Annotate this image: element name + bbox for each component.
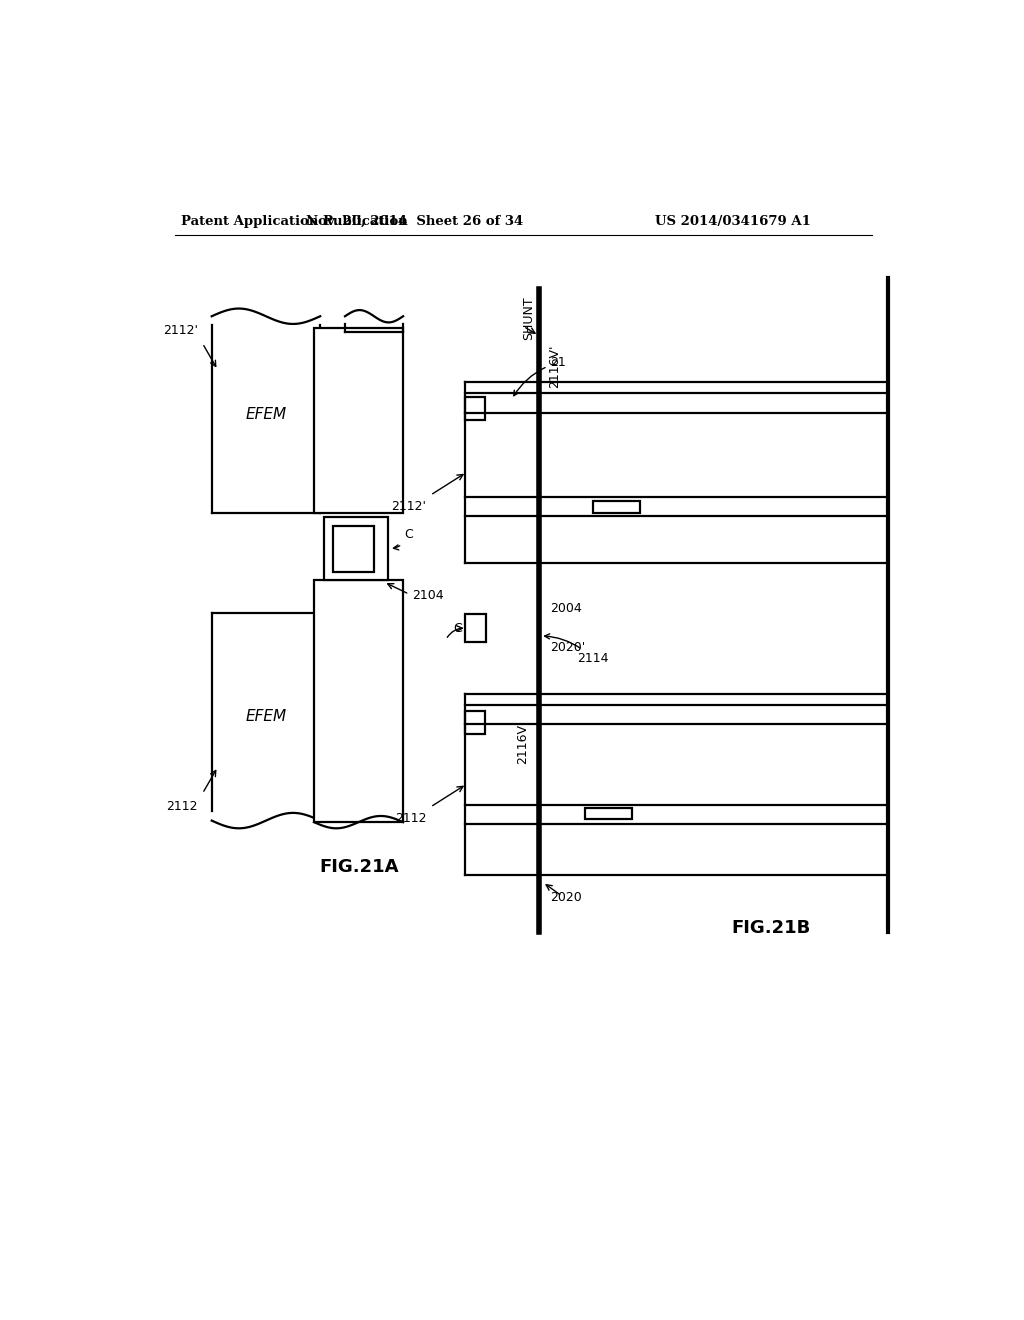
- Bar: [324, 517, 388, 581]
- Text: C: C: [393, 528, 414, 550]
- Text: 2116V': 2116V': [548, 345, 561, 388]
- Text: 2020': 2020': [550, 640, 586, 653]
- Bar: [314, 327, 403, 512]
- Text: 2004: 2004: [550, 602, 582, 615]
- Text: FIG.21B: FIG.21B: [731, 920, 811, 937]
- Text: EFEM: EFEM: [246, 709, 287, 725]
- Text: 21: 21: [514, 356, 566, 396]
- Bar: [593, 502, 640, 512]
- Text: 2112: 2112: [166, 800, 198, 813]
- Text: Patent Application Publication: Patent Application Publication: [180, 215, 408, 228]
- Bar: [314, 581, 403, 822]
- Bar: [465, 711, 484, 734]
- Text: FIG.21A: FIG.21A: [319, 858, 398, 875]
- Bar: [586, 808, 632, 818]
- Text: 2020: 2020: [550, 891, 582, 904]
- Text: US 2014/0341679 A1: US 2014/0341679 A1: [655, 215, 811, 228]
- Text: 2116V: 2116V: [516, 723, 529, 763]
- Text: Nov. 20, 2014  Sheet 26 of 34: Nov. 20, 2014 Sheet 26 of 34: [306, 215, 523, 228]
- Text: EFEM: EFEM: [246, 407, 287, 422]
- Text: C: C: [454, 622, 462, 635]
- Text: 2112': 2112': [391, 500, 426, 513]
- Text: SHUNT: SHUNT: [522, 297, 535, 341]
- Bar: [334, 525, 375, 572]
- Bar: [465, 397, 484, 420]
- Text: 2112': 2112': [163, 323, 198, 337]
- Text: 2112: 2112: [395, 812, 426, 825]
- Text: 2104: 2104: [413, 589, 444, 602]
- Text: 2114: 2114: [545, 634, 609, 665]
- Bar: [465, 614, 486, 642]
